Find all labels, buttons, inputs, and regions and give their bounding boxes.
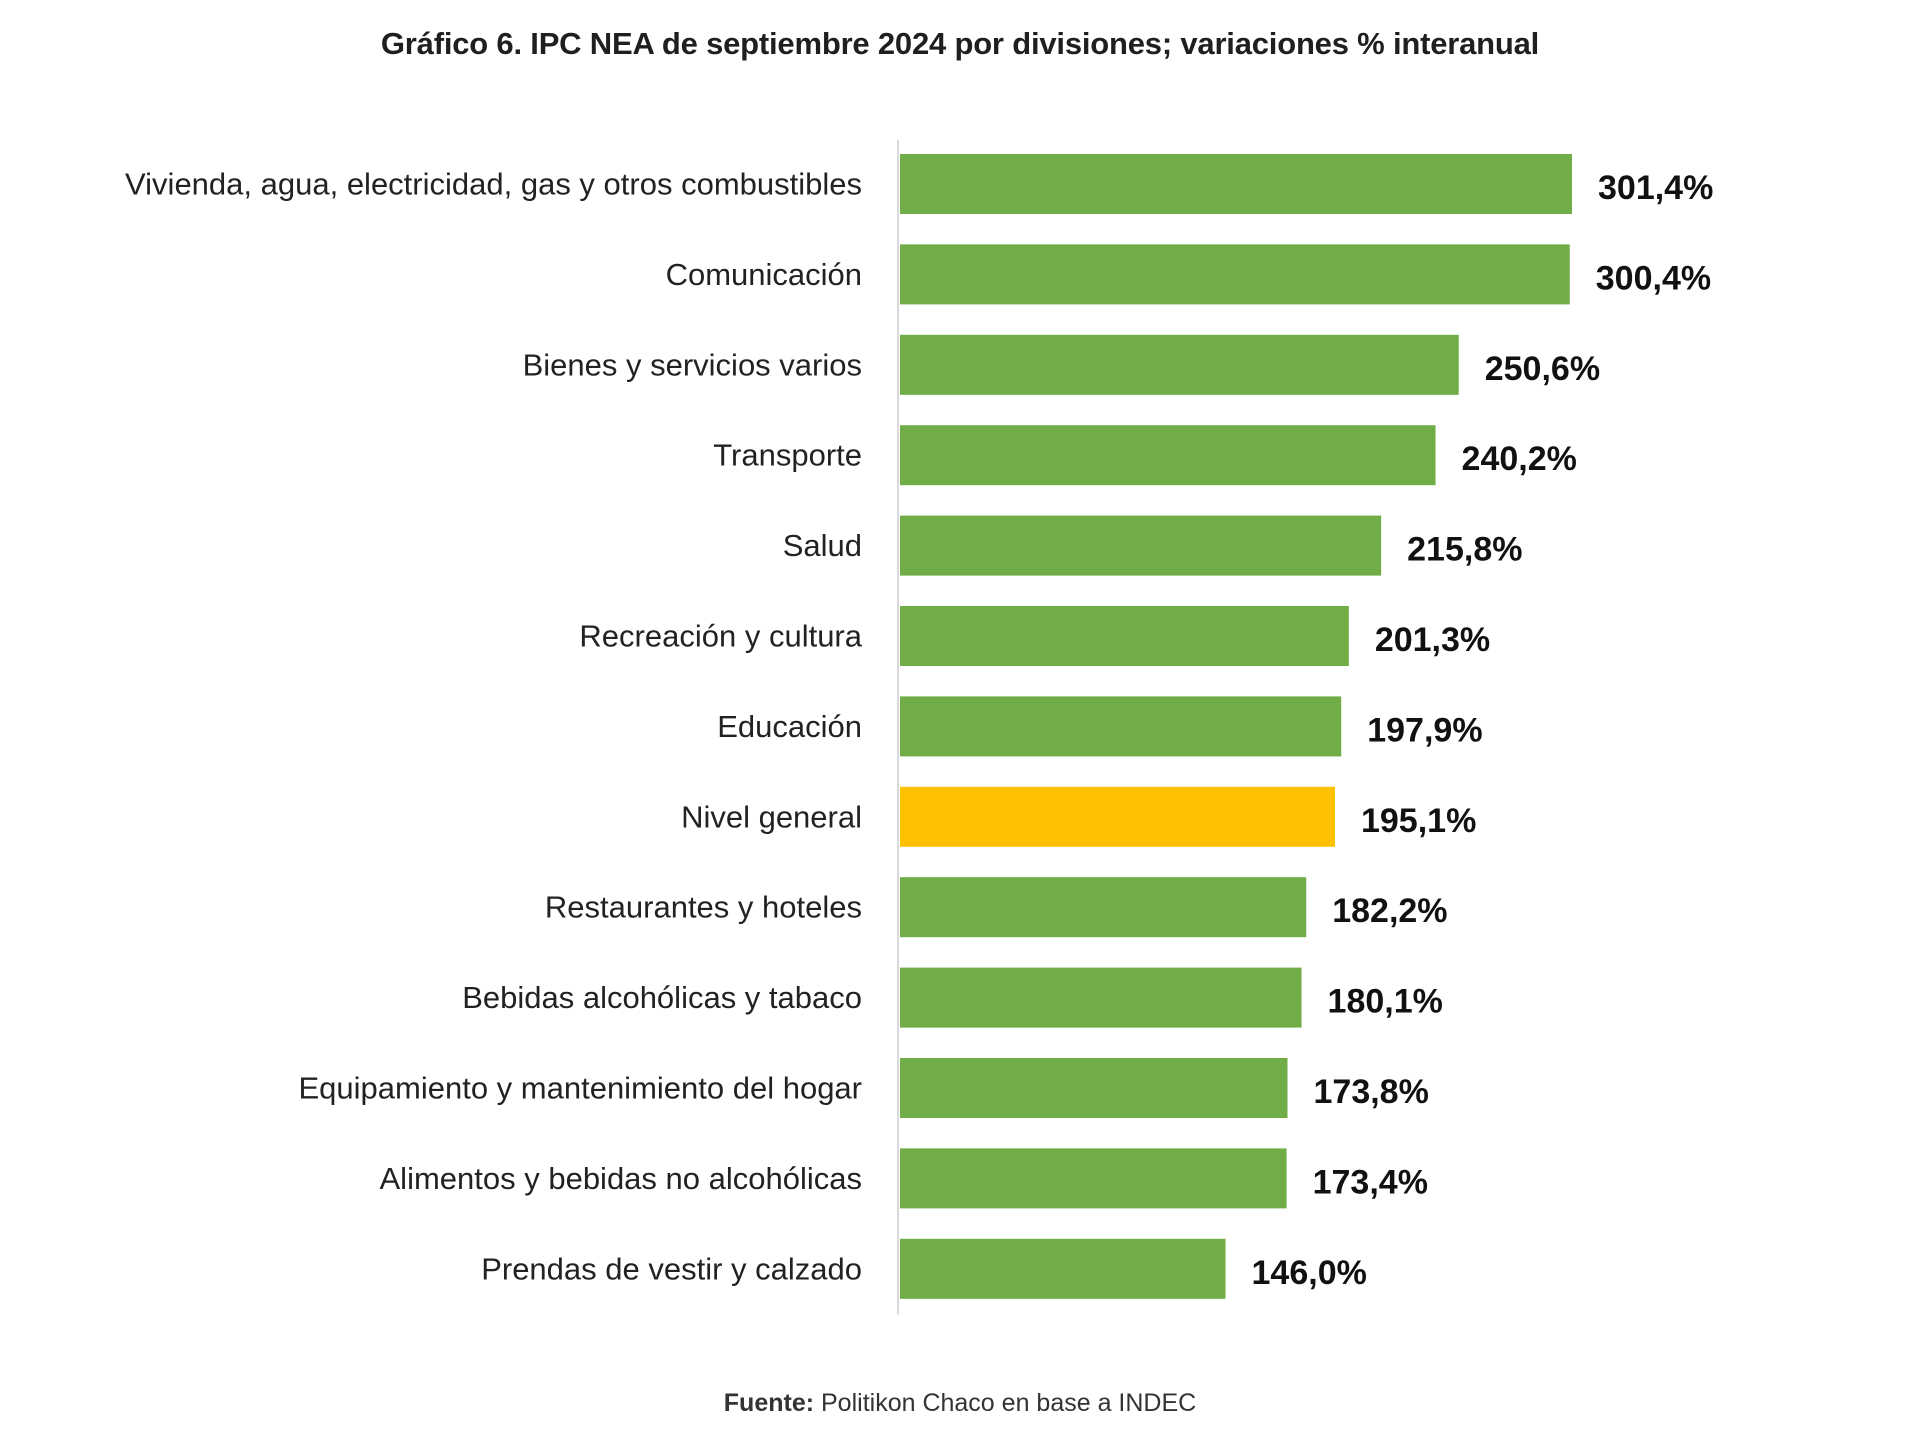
data-label: 215,8% [1407,531,1522,569]
bar [900,154,1572,214]
category-label: Prendas de vestir y calzado [481,1251,862,1286]
data-label: 173,8% [1314,1073,1429,1111]
bar [900,244,1570,305]
bar [900,425,1436,486]
category-label: Vivienda, agua, electricidad, gas y otro… [125,167,862,202]
source-label: Fuente: [723,1389,815,1417]
bar [900,515,1382,576]
bar [900,877,1307,938]
data-label: 250,6% [1485,350,1600,388]
bar [900,334,1459,395]
bar-chart: Vivienda, agua, electricidad, gas y otro… [125,140,1713,1315]
chart-title: Gráfico 6. IPC NEA de septiembre 2024 po… [380,26,1540,61]
data-label: 201,3% [1375,621,1490,659]
source-text: Politikon Chaco en base a INDEC [814,1389,1197,1417]
category-label: Salud [783,528,862,563]
bar [900,1058,1288,1118]
category-label: Transporte [713,438,862,473]
category-label: Equipamiento y mantenimiento del hogar [298,1071,862,1106]
category-label: Educación [717,709,862,744]
bar [900,696,1342,757]
category-label: Restaurantes y hoteles [545,890,862,925]
bar [900,1148,1287,1209]
bar [900,967,1302,1028]
category-label: Bienes y servicios varios [523,347,862,382]
bar [900,606,1349,666]
category-label: Bebidas alcohólicas y tabaco [462,980,862,1015]
data-label: 173,4% [1313,1163,1428,1201]
category-label: Alimentos y bebidas no alcohólicas [380,1161,863,1196]
bar-highlight [900,786,1335,847]
category-label: Nivel general [681,799,862,834]
source-note: Fuente: Politikon Chaco en base a INDEC [0,1389,1920,1418]
category-label: Comunicación [666,257,862,292]
data-label: 182,2% [1332,892,1447,930]
bar [900,1238,1226,1299]
data-label: 180,1% [1328,983,1443,1021]
data-label: 197,9% [1367,711,1482,749]
data-label: 195,1% [1361,802,1476,840]
data-label: 240,2% [1462,440,1577,478]
data-label: 300,4% [1596,259,1711,297]
data-label: 146,0% [1252,1254,1367,1292]
data-label: 301,4% [1598,169,1713,207]
category-label: Recreación y cultura [579,619,862,654]
